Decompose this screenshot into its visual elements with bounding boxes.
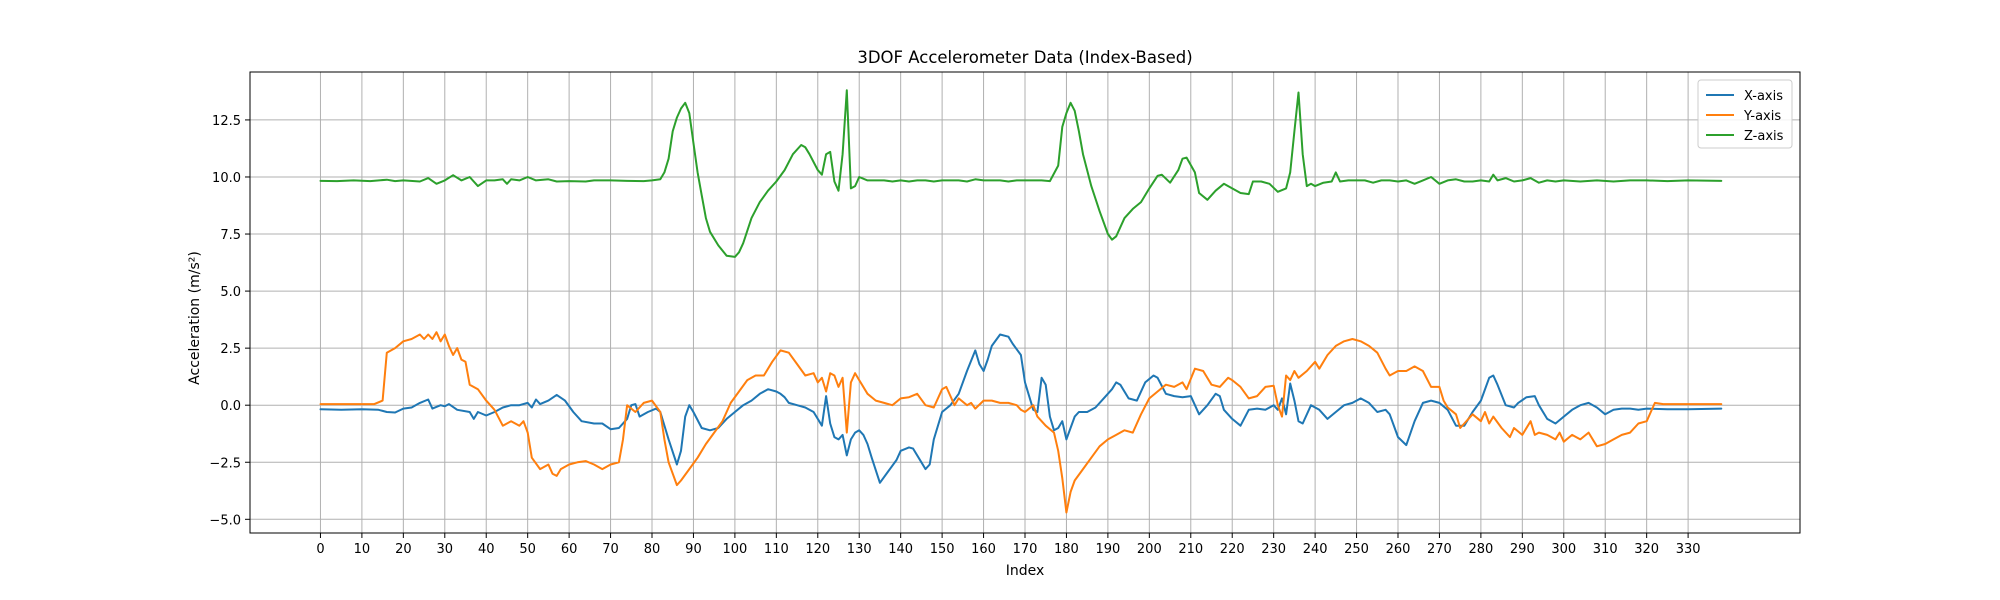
x-tick-label: 80 — [644, 542, 661, 557]
legend-label: Z-axis — [1744, 129, 1784, 144]
x-tick-label: 60 — [561, 542, 578, 557]
x-tick-label: 140 — [888, 542, 913, 557]
x-tick-label: 240 — [1303, 542, 1328, 557]
x-tick-label: 0 — [316, 542, 324, 557]
y-tick-label: −5.0 — [209, 513, 241, 528]
x-tick-label: 180 — [1054, 542, 1079, 557]
x-axis-ticks: 0 10 20 30 40 50 60 70 80 90 100 110 120 130 140 150 160… — [316, 533, 1701, 557]
y-tick-label: 10.0 — [212, 171, 241, 186]
y-tick-label: 7.5 — [220, 228, 241, 243]
y-tick-label: 0.0 — [220, 399, 241, 414]
y-tick-label: 5.0 — [220, 285, 241, 300]
x-tick-label: 120 — [805, 542, 830, 557]
y-tick-label: 2.5 — [220, 342, 241, 357]
x-tick-label: 230 — [1261, 542, 1286, 557]
x-tick-label: 290 — [1510, 542, 1535, 557]
x-tick-label: 260 — [1386, 542, 1411, 557]
x-tick-label: 90 — [685, 542, 702, 557]
y-tick-label: 12.5 — [212, 114, 241, 129]
chart-title: 3DOF Accelerometer Data (Index-Based) — [857, 48, 1192, 67]
x-tick-label: 10 — [354, 542, 371, 557]
x-tick-label: 300 — [1551, 542, 1576, 557]
series-lines — [319, 89, 1723, 514]
x-tick-label: 130 — [847, 542, 872, 557]
series-line-z-axis — [319, 89, 1723, 258]
x-tick-label: 170 — [1013, 542, 1038, 557]
y-axis-title: Acceleration (m/s²) — [187, 251, 203, 385]
x-tick-label: 320 — [1634, 542, 1659, 557]
x-tick-label: 100 — [722, 542, 747, 557]
x-tick-label: 250 — [1344, 542, 1369, 557]
x-tick-label: 110 — [764, 542, 789, 557]
x-tick-label: 200 — [1137, 542, 1162, 557]
legend-box — [1697, 79, 1793, 149]
x-tick-label: 160 — [971, 542, 996, 557]
x-tick-label: 280 — [1468, 542, 1493, 557]
series-line-y-axis — [319, 331, 1723, 514]
x-tick-label: 40 — [478, 542, 495, 557]
y-axis-ticks: −5.0 −2.5 0.0 2.5 5.0 7.5 10.0 12.5 — [209, 114, 250, 528]
x-tick-label: 30 — [437, 542, 454, 557]
x-tick-label: 220 — [1220, 542, 1245, 557]
x-tick-label: 150 — [930, 542, 955, 557]
y-tick-label: −2.5 — [209, 456, 241, 471]
x-tick-label: 330 — [1676, 542, 1701, 557]
x-tick-label: 190 — [1095, 542, 1120, 557]
x-tick-label: 270 — [1427, 542, 1452, 557]
legend: X-axis Y-axis Z-axis — [1697, 79, 1793, 149]
legend-label: X-axis — [1744, 89, 1783, 104]
x-axis-title: Index — [1006, 563, 1045, 579]
grid-lines — [250, 72, 1800, 533]
x-tick-label: 210 — [1178, 542, 1203, 557]
x-tick-label: 310 — [1593, 542, 1618, 557]
series-line-x-axis — [319, 333, 1723, 484]
legend-label: Y-axis — [1743, 109, 1781, 124]
x-tick-label: 70 — [602, 542, 619, 557]
x-tick-label: 50 — [519, 542, 536, 557]
x-tick-label: 20 — [395, 542, 412, 557]
